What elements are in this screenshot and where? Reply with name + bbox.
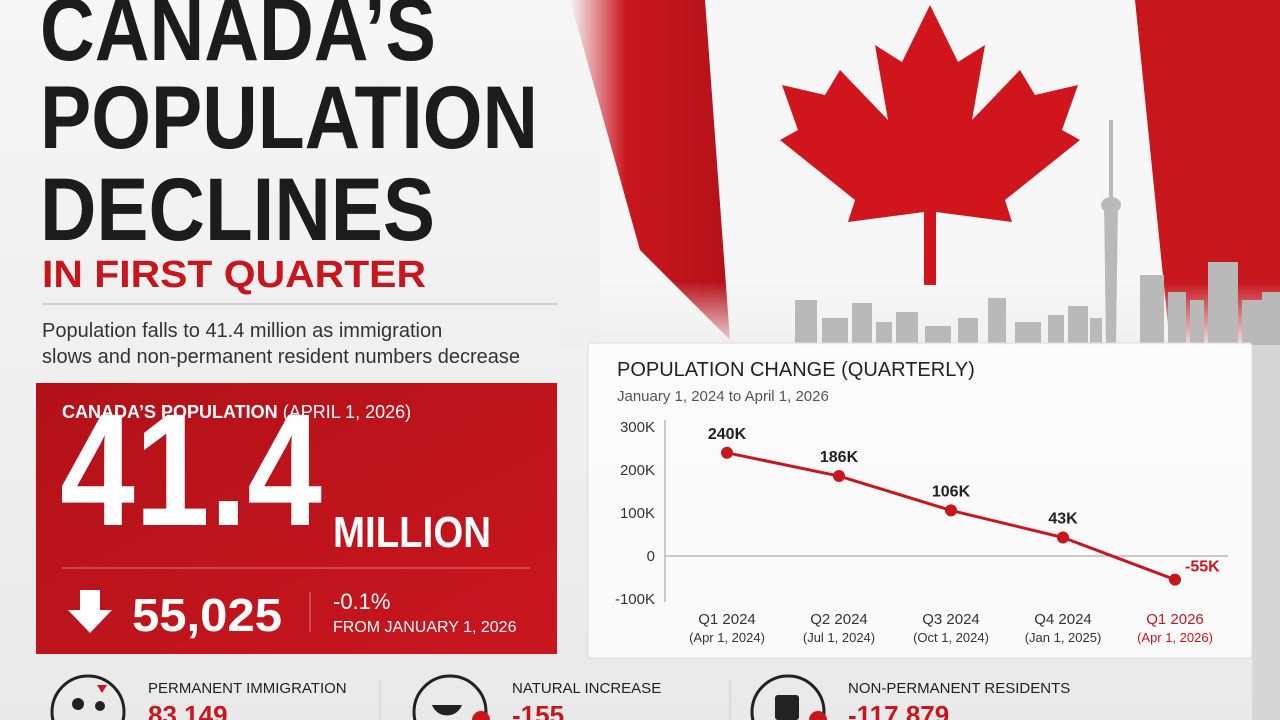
down-arrow (68, 590, 112, 633)
icon (472, 711, 490, 720)
x-tick-label: Q4 2024 (1034, 611, 1092, 628)
subtitle: IN FIRST QUARTER (42, 254, 426, 296)
component-value: -117,879 (848, 700, 949, 720)
headline-unit: MILLION (333, 508, 491, 557)
x-tick-date: (Jan 1, 2025) (1025, 630, 1102, 645)
value-label: -55K (1185, 559, 1220, 576)
component-label: NON-PERMANENT RESIDENTS (848, 680, 1070, 697)
header: CANADA’S POPULATION DECLINES IN FIRST QU… (40, 0, 538, 296)
x-tick-label: Q1 2026 (1146, 611, 1204, 628)
title-line: CANADA’S (40, 0, 436, 79)
components: PERMANENT IMMIGRATION 83,149 NATURAL INC… (50, 674, 1070, 720)
value-label: 106K (932, 483, 971, 500)
description: Population falls to 41.4 million as immi… (42, 320, 442, 342)
icon (95, 701, 105, 711)
title-line: POPULATION (40, 67, 538, 167)
change-value: 55,025 (132, 589, 282, 641)
headline-label: CANADA’S POPULATION (APRIL 1, 2026) (62, 402, 411, 422)
icon (809, 711, 827, 720)
icon (750, 674, 826, 720)
icon (50, 674, 126, 720)
x-tick-label: Q3 2024 (922, 611, 980, 628)
icon (412, 674, 488, 720)
component-label: NATURAL INCREASE (512, 680, 661, 697)
value-label: 43K (1048, 511, 1078, 528)
point (721, 446, 733, 459)
skyline (795, 120, 1280, 720)
component-label: PERMANENT IMMIGRATION (148, 680, 347, 697)
icon (72, 698, 84, 710)
headline-label: CANADA’S POPULATION (62, 402, 278, 422)
point (833, 470, 845, 483)
point (1057, 531, 1069, 544)
chart-subtitle: January 1, 2024 to April 1, 2026 (617, 388, 829, 405)
chart-title: POPULATION CHANGE (QUARTERLY) (617, 359, 975, 381)
title-line: DECLINES (40, 159, 435, 259)
x-tick-date: (Jul 1, 2024) (803, 630, 875, 645)
icon (775, 695, 799, 720)
headline-box: CANADA’S POPULATION (APRIL 1, 2026) 41.4… (36, 380, 557, 654)
x-tick-label: Q2 2024 (810, 611, 868, 628)
change-percent: -0.1% (333, 589, 390, 614)
icon (97, 685, 107, 693)
y-tick-label: 300K (620, 419, 655, 436)
x-tick-date: (Oct 1, 2024) (913, 630, 989, 645)
description: slows and non-permanent resident numbers… (42, 346, 520, 368)
x-tick-label: Q1 2024 (698, 611, 756, 628)
value-label: 240K (708, 426, 747, 443)
component-value: -155 (512, 700, 564, 720)
headline-value: 41.4 (60, 380, 322, 559)
component-value: 83,149 (148, 700, 228, 720)
x-tick-date: (Apr 1, 2026) (1137, 630, 1213, 645)
point (945, 504, 957, 517)
x-tick-date: (Apr 1, 2024) (689, 630, 765, 645)
headline-date: (APRIL 1, 2026) (283, 402, 411, 422)
change-since: FROM JANUARY 1, 2026 (333, 619, 517, 636)
y-tick-label: -100K (615, 591, 655, 608)
y-tick-label: 100K (620, 505, 655, 522)
icon (432, 705, 462, 716)
y-tick-label: 200K (620, 462, 655, 479)
point (1169, 573, 1181, 586)
chart-panel: POPULATION CHANGE (QUARTERLY) January 1,… (587, 342, 1253, 659)
value-label: 186K (820, 449, 859, 466)
y-tick-label: 0 (647, 548, 655, 565)
